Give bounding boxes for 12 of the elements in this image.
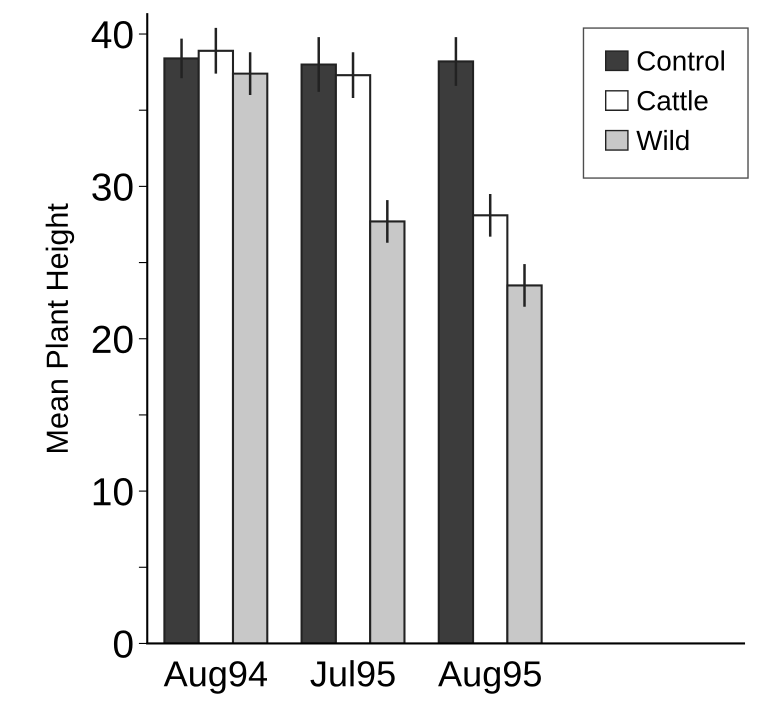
x-tick-label: Jul95 — [310, 660, 395, 687]
x-tick-label: Aug95 — [438, 661, 541, 694]
legend-label: Wild — [636, 130, 688, 150]
y-tick-label: 40 — [92, 20, 133, 48]
y-axis-title: Mean Plant Height — [46, 203, 74, 452]
legend-label: Control — [638, 50, 724, 71]
y-tick-label: 10 — [94, 478, 133, 506]
y-tick-label: 30 — [92, 173, 133, 201]
x-tick-label: Aug94 — [164, 661, 267, 694]
y-tick-label: 0 — [114, 630, 133, 658]
legend-label: Cattle — [638, 90, 708, 111]
y-tick-label: 20 — [92, 326, 133, 354]
